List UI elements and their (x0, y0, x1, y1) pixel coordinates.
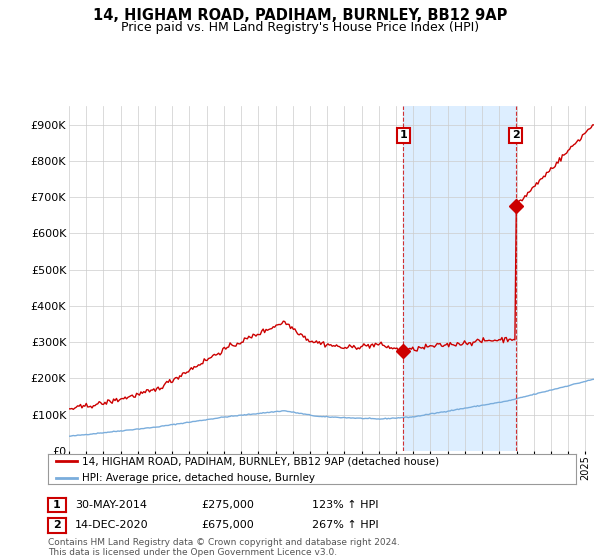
Text: 267% ↑ HPI: 267% ↑ HPI (312, 520, 379, 530)
Text: 14-DEC-2020: 14-DEC-2020 (75, 520, 149, 530)
Text: Price paid vs. HM Land Registry's House Price Index (HPI): Price paid vs. HM Land Registry's House … (121, 21, 479, 34)
Text: 14, HIGHAM ROAD, PADIHAM, BURNLEY, BB12 9AP: 14, HIGHAM ROAD, PADIHAM, BURNLEY, BB12 … (93, 8, 507, 24)
Text: 123% ↑ HPI: 123% ↑ HPI (312, 500, 379, 510)
Text: HPI: Average price, detached house, Burnley: HPI: Average price, detached house, Burn… (82, 473, 316, 483)
Text: 2: 2 (53, 520, 61, 530)
Text: 14, HIGHAM ROAD, PADIHAM, BURNLEY, BB12 9AP (detached house): 14, HIGHAM ROAD, PADIHAM, BURNLEY, BB12 … (82, 456, 439, 466)
Text: 1: 1 (53, 500, 61, 510)
Text: 30-MAY-2014: 30-MAY-2014 (75, 500, 147, 510)
Text: 2: 2 (512, 130, 520, 141)
Text: Contains HM Land Registry data © Crown copyright and database right 2024.
This d: Contains HM Land Registry data © Crown c… (48, 538, 400, 557)
Text: 1: 1 (400, 130, 407, 141)
Bar (403, 106, 515, 451)
Text: £275,000: £275,000 (201, 500, 254, 510)
Text: £675,000: £675,000 (201, 520, 254, 530)
